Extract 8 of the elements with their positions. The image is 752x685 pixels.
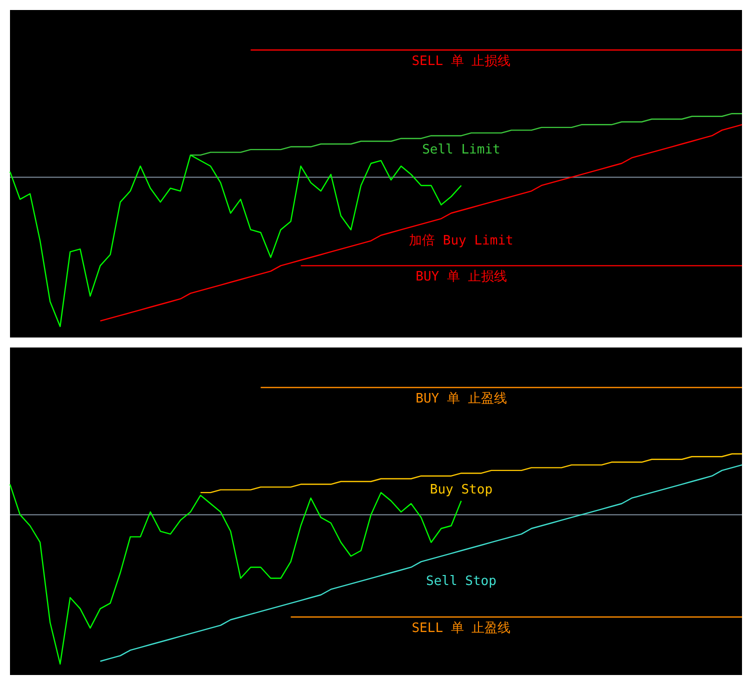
series-label: Sell Stop	[426, 574, 497, 589]
series-label: SELL 单 止盈线	[412, 620, 511, 636]
series-label: Buy Stop	[430, 482, 493, 498]
series-label: 加倍 Buy Limit	[409, 234, 514, 249]
series-label: BUY 单 止损线	[416, 270, 507, 285]
series-label: BUY 单 止盈线	[416, 392, 507, 406]
series-label: SELL 单 止损线	[412, 54, 511, 69]
series-label: Sell Limit	[422, 142, 500, 158]
